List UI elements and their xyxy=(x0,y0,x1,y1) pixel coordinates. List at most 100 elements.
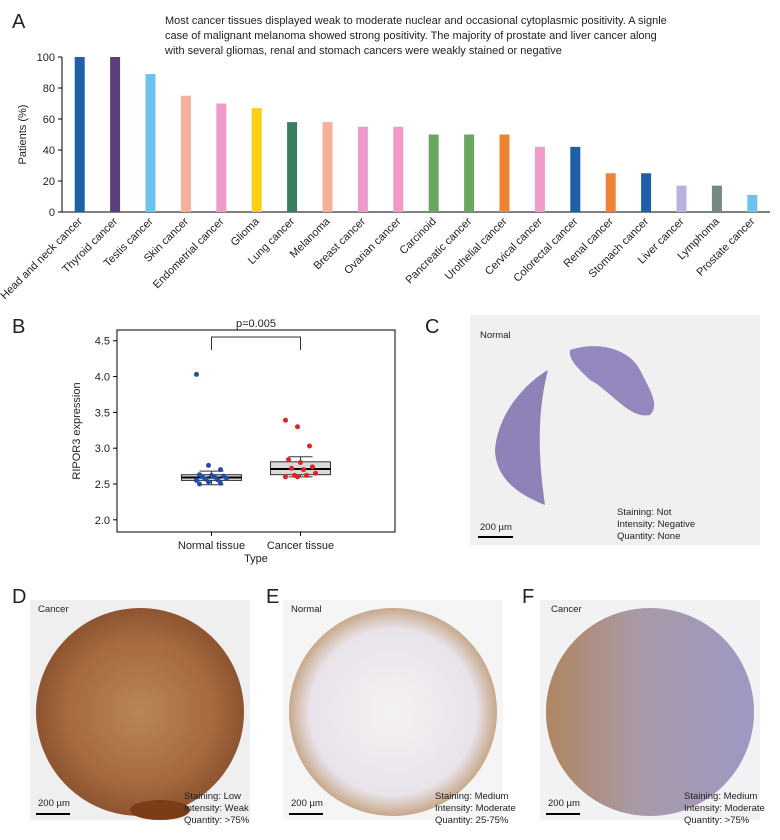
data-point xyxy=(295,474,300,480)
quantity: Quantity: 25-75% xyxy=(435,815,509,826)
intensity: Intensity: Weak xyxy=(184,803,249,814)
annotation: with several gliomas, renal and stomach … xyxy=(164,45,562,57)
y-tick-label: 60 xyxy=(43,114,55,126)
significance-bracket xyxy=(211,336,301,350)
data-point xyxy=(286,457,291,463)
data-point xyxy=(283,417,288,423)
annotation: p=0.005 xyxy=(236,318,276,330)
data-point xyxy=(283,474,288,480)
x-tick-label: Normal tissue xyxy=(178,540,245,552)
bar xyxy=(711,185,722,212)
bar xyxy=(570,146,581,212)
data-point xyxy=(298,460,303,466)
x-tick-label: Glioma xyxy=(229,215,263,249)
staining: Staining: Medium xyxy=(684,791,757,802)
plot-frame xyxy=(116,329,396,533)
y-tick-label: 80 xyxy=(43,83,55,95)
data-point xyxy=(224,475,229,481)
bar xyxy=(287,122,298,212)
staining: Staining: Not xyxy=(617,507,672,518)
data-point xyxy=(215,477,220,483)
data-point xyxy=(194,477,199,483)
micrograph-d: Cancer Staining: Low Intensity: Weak Qua… xyxy=(12,586,250,826)
panel-letter: B xyxy=(12,316,25,338)
data-point xyxy=(301,467,306,473)
y-tick-label: 4.0 xyxy=(95,372,110,384)
scale-label: 200 µm xyxy=(291,798,323,809)
panel-letter: C xyxy=(425,316,439,338)
data-point xyxy=(218,467,223,473)
y-tick-label: 2.0 xyxy=(95,515,110,527)
intensity: Intensity: Moderate xyxy=(684,803,765,814)
micrograph-e: Normal Staining: Medium Intensity: Moder… xyxy=(266,586,516,826)
bar xyxy=(393,126,404,212)
quantity: Quantity: None xyxy=(617,531,680,542)
y-tick-label: 4.5 xyxy=(95,336,110,348)
bar xyxy=(464,134,475,212)
data-point xyxy=(218,480,223,486)
data-point xyxy=(307,443,312,449)
x-tick-label: Endometrial cancer xyxy=(151,215,227,291)
bar xyxy=(180,95,191,212)
bar xyxy=(534,146,545,212)
y-tick-label: 40 xyxy=(43,145,55,157)
bar xyxy=(499,134,510,212)
data-point xyxy=(304,472,309,478)
y-tick-label: 3.5 xyxy=(95,407,110,419)
scale-label: 200 µm xyxy=(38,798,70,809)
micrograph-f: Cancer Staining: Medium Intensity: Moder… xyxy=(522,586,765,826)
y-tick-label: 3.0 xyxy=(95,443,110,455)
bar xyxy=(251,108,262,212)
bar xyxy=(428,134,439,212)
data-point xyxy=(194,371,199,377)
intensity: Intensity: Negative xyxy=(617,519,695,530)
tissue-label: Cancer xyxy=(551,604,582,615)
x-tick-label: Colorectal cancer xyxy=(511,215,580,284)
y-tick-label: 20 xyxy=(43,176,55,188)
x-tick-label: Cancer tissue xyxy=(267,540,334,552)
data-point xyxy=(206,479,211,485)
panel-letter: D xyxy=(12,586,26,608)
intensity: Intensity: Moderate xyxy=(435,803,516,814)
data-point xyxy=(197,481,202,487)
x-tick-label: Pancreatic cancer xyxy=(403,215,474,286)
x-axis-label: Type xyxy=(244,553,268,565)
quantity: Quantity: >75% xyxy=(684,815,750,826)
tissue-label: Normal xyxy=(480,330,511,341)
annotation: Most cancer tissues displayed weak to mo… xyxy=(165,15,667,27)
bar xyxy=(145,74,156,212)
bar xyxy=(110,57,121,212)
data-point xyxy=(206,462,211,468)
bar xyxy=(641,173,652,212)
x-tick-label: Stomach cancer xyxy=(587,215,652,280)
y-tick-label: 100 xyxy=(37,52,55,64)
panel-letter: E xyxy=(266,586,279,608)
data-point xyxy=(310,464,315,470)
scale-label: 200 µm xyxy=(480,522,512,533)
data-point xyxy=(289,465,294,471)
staining: Staining: Medium xyxy=(435,791,508,802)
bar xyxy=(74,57,85,212)
tissue-label: Cancer xyxy=(38,604,69,615)
panel-letter: A xyxy=(12,11,26,33)
quantity: Quantity: >75% xyxy=(184,815,250,826)
scale-label: 200 µm xyxy=(548,798,580,809)
y-tick-label: 0 xyxy=(49,207,55,219)
annotation: case of malignant melanoma showed strong… xyxy=(165,30,657,42)
data-point xyxy=(313,470,318,476)
bar xyxy=(676,185,687,212)
panel-letter: F xyxy=(522,586,534,608)
bar xyxy=(357,126,368,212)
bar xyxy=(605,173,616,212)
data-point xyxy=(295,424,300,430)
staining: Staining: Low xyxy=(184,791,241,802)
micrograph-c: Normal Staining: Not Intensity: Negative… xyxy=(425,315,760,545)
y-tick-label: 2.5 xyxy=(95,479,110,491)
y-axis-label: RIPOR3 expression xyxy=(71,382,83,479)
bar xyxy=(216,103,227,212)
bar xyxy=(322,122,333,212)
y-axis-label: Patients (%) xyxy=(17,105,29,165)
tissue-label: Normal xyxy=(291,604,322,615)
x-tick-label: Urothelial cancer xyxy=(443,215,510,282)
